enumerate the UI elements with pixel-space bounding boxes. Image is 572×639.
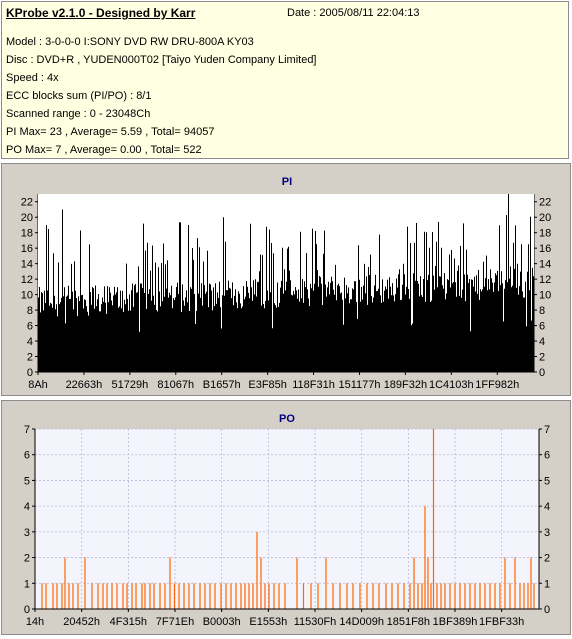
y-tick-label-right: 4: [539, 336, 545, 348]
x-tick-label: 14D009h: [339, 616, 384, 628]
y-tick-label-right: 0: [544, 604, 550, 616]
x-tick-label: 11530Fh: [294, 616, 337, 628]
x-tick-label: 20452h: [63, 616, 100, 628]
y-tick-label-right: 6: [544, 450, 550, 462]
po-chart: PO 0 1 2 3 4 5 6 7 0 1 2 3 4 5 6 7 14h 20452h 4F315h 7F71…: [24, 413, 550, 628]
scan-date: Date : 2005/08/11 22:04:13: [287, 7, 420, 19]
pi-stats-line: PI Max= 23 , Average= 5.59 , Total= 9405…: [6, 126, 215, 138]
y-tick-label: 8: [27, 305, 33, 317]
x-tick-label: B0003h: [203, 616, 241, 628]
y-tick-label: 4: [24, 501, 30, 513]
x-tick-label: 81067h: [157, 379, 194, 391]
x-tick-label: 4F315h: [110, 616, 147, 628]
y-tick-label-right: 12: [539, 274, 551, 286]
x-tick-label: 14h: [26, 616, 44, 628]
y-tick-label: 3: [24, 527, 30, 539]
x-tick-label: 7F71Eh: [156, 616, 195, 628]
y-tick-label: 16: [21, 243, 33, 255]
y-tick-label: 6: [27, 321, 33, 333]
x-tick-label: 118F31h: [292, 379, 335, 391]
y-tick-label-right: 14: [539, 259, 551, 271]
y-tick-label: 2: [27, 352, 33, 364]
po-stats-line: PO Max= 7 , Average= 0.00 , Total= 522: [6, 144, 202, 156]
y-tick-label: 1: [24, 578, 30, 590]
y-tick-label: 7: [24, 424, 30, 436]
y-tick-label-right: 10: [539, 290, 551, 302]
range-line: Scanned range : 0 - 23048Ch: [6, 108, 151, 120]
po-chart-panel: PO 0 1 2 3 4 5 6 7 0 1 2 3 4 5 6 7 14h 20452h 4F315h 7F71…: [1, 400, 571, 635]
po-x-axis: 14h 20452h 4F315h 7F71Eh B0003h E1553h 11530Fh…: [26, 608, 539, 628]
x-tick-label: 1FF982h: [475, 379, 519, 391]
x-tick-label: 51729h: [111, 379, 148, 391]
y-tick-label: 5: [24, 475, 30, 487]
y-tick-label: 10: [21, 290, 33, 302]
disc-line: Disc : DVD+R , YUDEN000T02 [Taiyo Yuden …: [6, 54, 317, 66]
x-tick-label: 1BF389h: [433, 616, 478, 628]
po-grid: [35, 428, 539, 609]
x-tick-label: E3F85h: [248, 379, 287, 391]
y-tick-label: 20: [21, 212, 33, 224]
y-tick-label: 12: [21, 274, 33, 286]
po-plot-area: [35, 429, 539, 609]
po-bars: [41, 429, 535, 609]
pi-bars: [38, 194, 534, 372]
pi-chart-title: PI: [282, 176, 292, 188]
x-tick-label: 151177h: [338, 379, 380, 391]
y-tick-label: 4: [27, 336, 33, 348]
y-tick-label-right: 7: [544, 424, 550, 436]
y-tick-label-right: 16: [539, 243, 551, 255]
y-tick-label: 18: [21, 228, 33, 240]
speed-line: Speed : 4x: [6, 72, 59, 84]
x-tick-label: 1C4103h: [429, 379, 474, 391]
x-tick-label: 22663h: [66, 379, 103, 391]
x-tick-label: 8Ah: [28, 379, 48, 391]
pi-y-axis-right: 0 2 4 6 8 10 12 14 16 18 20 22: [533, 194, 551, 379]
po-y-axis-right: 0 1 2 3 4 5 6 7: [538, 424, 550, 616]
y-tick-label: 6: [24, 450, 30, 462]
y-tick-label: 0: [27, 367, 33, 379]
y-tick-label-right: 1: [544, 578, 550, 590]
ecc-line: ECC blocks sum (PI/PO) : 8/1: [6, 90, 152, 102]
y-tick-label-right: 5: [544, 475, 550, 487]
po-chart-title: PO: [279, 413, 295, 425]
y-tick-label: 22: [21, 197, 33, 209]
y-tick-label-right: 0: [539, 367, 545, 379]
info-panel: KProbe v2.1.0 - Designed by Karr Date : …: [1, 1, 569, 159]
y-tick-label-right: 6: [539, 321, 545, 333]
x-tick-label: 189F32h: [384, 379, 427, 391]
y-tick-label-right: 22: [539, 197, 551, 209]
y-tick-label: 2: [24, 553, 30, 565]
y-tick-label-right: 20: [539, 212, 551, 224]
model-line: Model : 3-0-0-0 I:SONY DVD RW DRU-800A K…: [6, 36, 254, 48]
y-tick-label-right: 2: [544, 553, 550, 565]
pi-chart: PI 0 2 4 6 8 10 12 14 16 18 20 22 0 2 4 6 8 10 12 14 16 18 20…: [21, 176, 552, 391]
pi-y-axis-left: 0 2 4 6 8 10 12 14 16 18 20 22: [21, 194, 39, 379]
x-tick-label: B1657h: [203, 379, 241, 391]
x-tick-label: 1851F8h: [387, 616, 430, 628]
y-tick-label: 14: [21, 259, 33, 271]
app-title: KProbe v2.1.0 - Designed by Karr: [6, 6, 196, 20]
pi-x-axis: 8Ah 22663h 51729h 81067h B1657h E3F85h 118F31h…: [28, 371, 534, 391]
y-tick-label: 0: [24, 604, 30, 616]
y-tick-label-right: 3: [544, 527, 550, 539]
po-y-axis-left: 0 1 2 3 4 5 6 7: [24, 424, 36, 616]
x-tick-label: E1553h: [249, 616, 287, 628]
y-tick-label-right: 2: [539, 352, 545, 364]
y-tick-label-right: 18: [539, 228, 551, 240]
y-tick-label-right: 4: [544, 501, 550, 513]
x-tick-label: 1FBF33h: [479, 616, 524, 628]
pi-trace: [38, 194, 534, 372]
y-tick-label-right: 8: [539, 305, 545, 317]
pi-chart-panel: PI 0 2 4 6 8 10 12 14 16 18 20 22 0 2 4 6 8 10 12 14 16 18 20…: [1, 163, 571, 396]
